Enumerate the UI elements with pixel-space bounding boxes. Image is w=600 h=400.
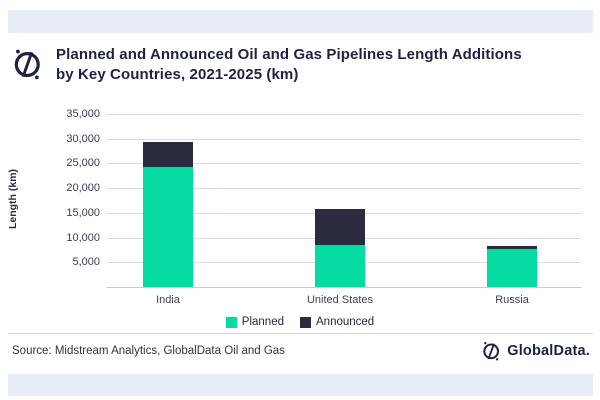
bar-segment-planned: [143, 166, 193, 287]
plot-area: [107, 114, 581, 288]
y-tick-label-25000: 25,000: [66, 157, 100, 170]
footer-divider: [8, 333, 593, 334]
gridline-20000: [107, 188, 581, 190]
y-tick-label-10000: 10,000: [66, 231, 100, 244]
globaldata-wordmark: GlobalData.: [507, 343, 590, 359]
y-tick-label-5000: 5,000: [72, 256, 100, 269]
bottom-accent-band: [8, 374, 593, 396]
bar-india: [143, 141, 193, 287]
y-tick-label-15000: 15,000: [66, 206, 100, 219]
bar-segment-announced: [143, 141, 193, 167]
y-tick-label-20000: 20,000: [66, 182, 100, 195]
legend-label-announced: Announced: [316, 316, 375, 328]
legend-swatch-announced: [300, 316, 311, 328]
y-axis-title: Length (km): [7, 168, 19, 230]
bar-united-states: [315, 208, 365, 287]
x-axis-category-labels: India United States Russia: [107, 294, 581, 308]
y-axis-tick-labels: 5,000 10,000 15,000 20,000 25,000 30,000 35,00…: [28, 108, 100, 287]
globaldata-mark-icon: [14, 49, 40, 80]
chart-title-line1: Planned and Announced Oil and Gas Pipeli…: [56, 46, 522, 63]
legend-item-planned: Planned: [225, 316, 284, 328]
y-tick-label-30000: 30,000: [66, 132, 100, 145]
bar-segment-planned: [487, 248, 537, 287]
globaldata-mark-icon: [483, 342, 500, 361]
gridline-30000: [107, 138, 581, 140]
x-axis-line: [107, 287, 581, 288]
gridline-25000: [107, 163, 581, 165]
chart-legend: Planned Announced: [0, 316, 600, 328]
chart-header: Planned and Announced Oil and Gas Pipeli…: [11, 45, 522, 85]
bar-segment-announced: [315, 208, 365, 246]
legend-swatch-planned: [225, 316, 237, 328]
legend-item-announced: Announced: [300, 316, 374, 328]
source-note: Source: Midstream Analytics, GlobalData …: [12, 345, 285, 357]
chart-title: Planned and Announced Oil and Gas Pipeli…: [56, 45, 522, 85]
bar-russia: [487, 246, 537, 287]
bar-segment-announced: [487, 246, 537, 249]
y-tick-label-35000: 35,000: [66, 108, 100, 120]
legend-label-planned: Planned: [241, 316, 284, 328]
x-category-label-united-states: United States: [306, 294, 374, 306]
bar-segment-planned: [315, 245, 365, 287]
top-accent-band: [8, 10, 593, 33]
chart-title-line2: by Key Countries, 2021-2025 (km): [56, 66, 299, 83]
x-category-label-russia: Russia: [495, 294, 529, 306]
gridline-35000: [107, 114, 581, 115]
x-category-label-india: India: [156, 294, 180, 306]
globaldata-logo: GlobalData.: [481, 341, 590, 361]
